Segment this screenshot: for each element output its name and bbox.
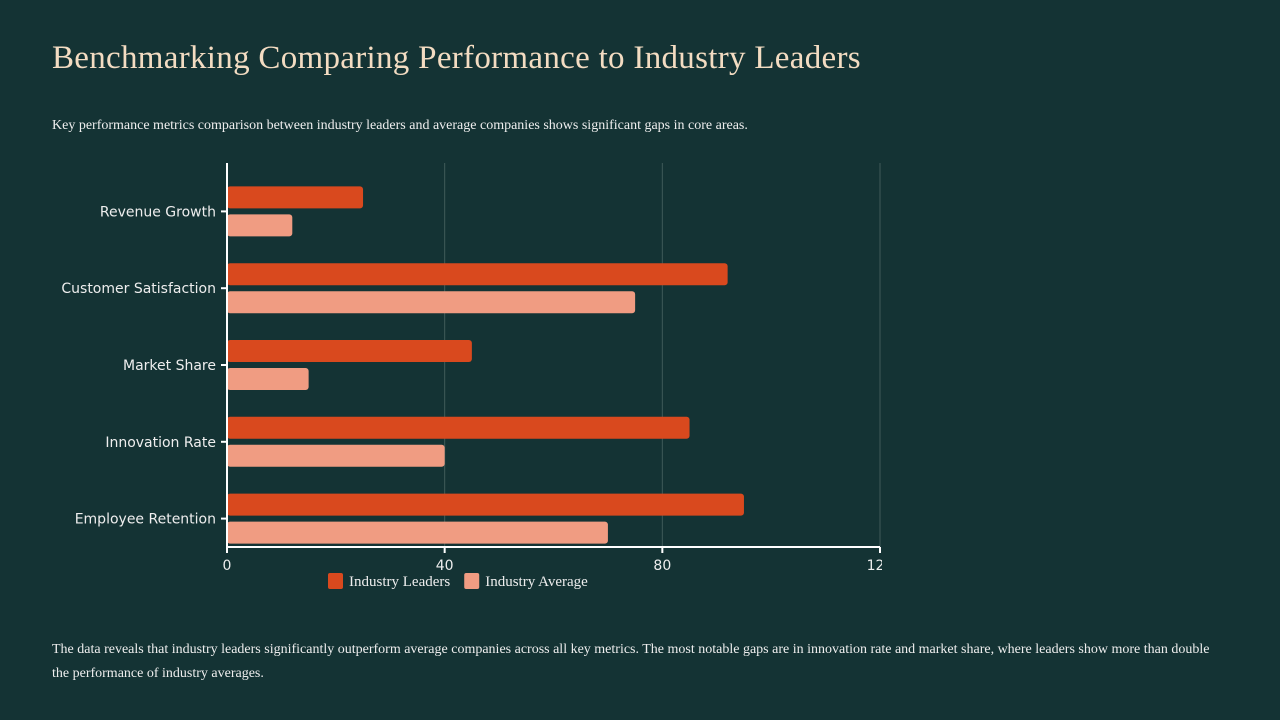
page-title: Benchmarking Comparing Performance to In… <box>52 40 861 76</box>
summary-text: The data reveals that industry leaders s… <box>52 642 1210 681</box>
bar <box>227 416 690 439</box>
x-tick-label: 120 <box>867 558 882 574</box>
bar <box>227 263 728 286</box>
category-label: Innovation Rate <box>105 435 216 451</box>
bar <box>227 291 636 314</box>
legend-label: Industry Leaders <box>349 574 450 590</box>
x-tick-label: 0 <box>223 558 232 574</box>
legend-label: Industry Average <box>485 574 588 590</box>
category-label: Employee Retention <box>75 512 216 528</box>
bar <box>227 444 445 467</box>
legend-swatch <box>328 573 343 589</box>
bar <box>227 340 472 362</box>
legend-swatch <box>464 573 480 589</box>
x-tick-label: 80 <box>653 558 671 574</box>
x-tick-label: 40 <box>436 558 454 574</box>
bar-chart: 0 40 80 120 Revenue Growth Customer Satisfact… <box>61 163 882 590</box>
category-label: Customer Satisfaction <box>61 281 216 297</box>
bar <box>227 521 608 544</box>
category-label: Revenue Growth <box>100 204 216 220</box>
bar <box>227 214 293 237</box>
bar <box>227 368 309 390</box>
bar <box>227 493 744 516</box>
subtitle: Key performance metrics comparison betwe… <box>52 118 748 133</box>
category-label: Market Share <box>123 358 216 374</box>
bar <box>227 186 364 209</box>
